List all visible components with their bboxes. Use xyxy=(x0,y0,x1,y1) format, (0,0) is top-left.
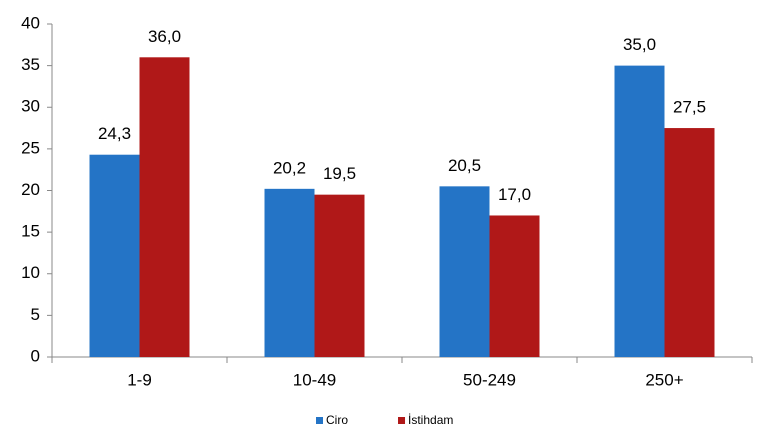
value-label: 20,2 xyxy=(273,158,306,177)
legend-label: Ciro xyxy=(326,413,348,427)
x-tick-label: 1-9 xyxy=(127,370,152,389)
y-tick-label: 40 xyxy=(21,13,40,32)
bar xyxy=(614,65,665,357)
x-tick-label: 50-249 xyxy=(463,370,516,389)
legend: Ciro İstihdam xyxy=(316,413,453,427)
value-label: 17,0 xyxy=(498,185,531,204)
bar xyxy=(89,154,140,357)
y-tick-label: 20 xyxy=(21,180,40,199)
y-tick-label: 35 xyxy=(21,55,40,74)
value-label: 27,5 xyxy=(673,98,706,117)
value-label: 20,5 xyxy=(448,156,481,175)
legend-swatch xyxy=(398,417,406,424)
x-tick-label: 10-49 xyxy=(293,370,336,389)
value-label: 24,3 xyxy=(98,124,131,143)
value-label: 19,5 xyxy=(323,164,356,183)
legend-swatch xyxy=(316,417,323,424)
y-tick-label: 5 xyxy=(31,305,40,324)
bar xyxy=(489,215,540,357)
bar xyxy=(664,128,715,357)
y-tick-label: 15 xyxy=(21,222,40,241)
x-tick-label: 250+ xyxy=(645,370,683,389)
y-tick-label: 25 xyxy=(21,138,40,157)
bar xyxy=(139,57,190,358)
y-tick-label: 10 xyxy=(21,263,40,282)
bar xyxy=(439,186,490,357)
value-label: 35,0 xyxy=(623,35,656,54)
bar xyxy=(264,188,315,357)
y-tick-label: 30 xyxy=(21,97,40,116)
value-label: 36,0 xyxy=(148,27,181,46)
y-tick-label: 0 xyxy=(31,346,40,365)
bar xyxy=(314,194,365,357)
legend-label: İstihdam xyxy=(408,413,453,427)
